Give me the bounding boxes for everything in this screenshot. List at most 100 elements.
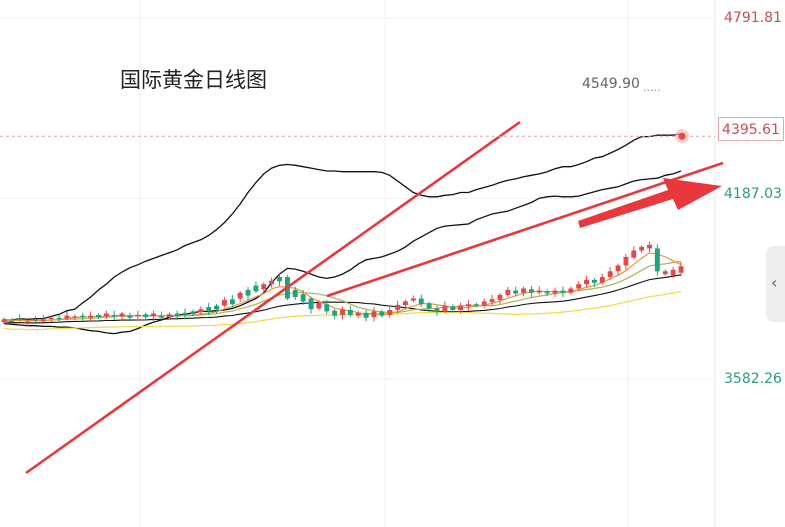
candle [237, 292, 243, 299]
candle [592, 279, 597, 283]
candle [363, 312, 369, 318]
candle [607, 271, 613, 277]
candle [434, 308, 440, 312]
candle [552, 290, 558, 294]
candle [88, 315, 94, 318]
candle [647, 244, 652, 249]
candle [379, 311, 385, 316]
candle [662, 271, 668, 275]
candle [584, 279, 589, 285]
candle [127, 315, 133, 318]
candle [182, 312, 188, 315]
candle [308, 298, 314, 310]
candle [9, 320, 15, 322]
candle [395, 304, 401, 310]
candle [72, 316, 78, 318]
bollinger-upper-line [4, 133, 682, 321]
candle [458, 305, 463, 310]
candle [544, 291, 550, 294]
candle [340, 309, 345, 315]
candle [505, 289, 511, 295]
candle [253, 285, 259, 292]
candle [17, 318, 23, 320]
candle [1, 319, 7, 323]
candle [40, 319, 46, 322]
candle [576, 284, 582, 289]
candle [190, 311, 196, 315]
chart-title: 国际黄金日线图 [120, 68, 267, 92]
y-axis-label-top: 4791.81 [724, 10, 782, 26]
candle [222, 299, 227, 306]
candle [332, 310, 338, 316]
candle [450, 306, 456, 310]
candle [513, 290, 519, 294]
candle [103, 313, 109, 317]
candle [151, 313, 156, 317]
candle [261, 284, 267, 290]
candle [670, 269, 676, 276]
candle [654, 248, 660, 272]
candle [678, 266, 684, 273]
candle [371, 311, 377, 318]
candle [135, 315, 141, 317]
collapse-panel-button[interactable]: ‹ [766, 246, 785, 322]
candle [143, 314, 149, 318]
candle [442, 305, 448, 312]
candle [418, 298, 424, 305]
candle [229, 299, 235, 305]
candle [64, 315, 70, 319]
candle [560, 290, 566, 293]
candle [111, 315, 117, 317]
forecast-arrow [578, 178, 722, 228]
candle [96, 315, 101, 318]
candle [473, 304, 479, 306]
candle [214, 305, 219, 310]
candle [639, 246, 645, 251]
candle [174, 313, 180, 317]
candle [403, 301, 408, 305]
candle [277, 277, 282, 282]
candle [300, 294, 306, 302]
candle [347, 310, 353, 315]
candle [623, 256, 629, 266]
candle [355, 312, 361, 316]
candle [324, 304, 330, 312]
candle [292, 289, 298, 298]
current-price-dot [678, 132, 686, 140]
upper-trendline [25, 120, 521, 475]
candle [521, 288, 526, 293]
current-price-tag: 4395.61 [718, 117, 784, 141]
candle [269, 280, 275, 285]
candle [536, 290, 542, 293]
high-price-label: 4549.90 [582, 76, 640, 92]
candle [119, 313, 125, 317]
candle [615, 265, 621, 272]
candle [56, 317, 62, 319]
candle [206, 307, 212, 312]
candle [631, 250, 637, 258]
candle [80, 315, 86, 318]
candle [410, 298, 416, 301]
candle [159, 315, 164, 318]
lower-trendline [326, 161, 724, 298]
candle [426, 303, 432, 309]
candle [48, 317, 54, 319]
candle [25, 321, 31, 323]
candle [481, 301, 487, 306]
candle [245, 289, 251, 296]
candle [198, 309, 204, 313]
candle [568, 288, 574, 293]
candle [166, 314, 172, 318]
y-axis-label-bottom: 3582.26 [724, 371, 782, 387]
candle [497, 294, 503, 300]
candle [529, 289, 534, 293]
candle [33, 319, 38, 321]
candle [599, 277, 605, 283]
candle [316, 302, 322, 309]
candle [387, 310, 393, 315]
bollinger-lower-line [3, 170, 682, 335]
chevron-left-icon: ‹ [771, 273, 778, 292]
candle [489, 299, 495, 303]
